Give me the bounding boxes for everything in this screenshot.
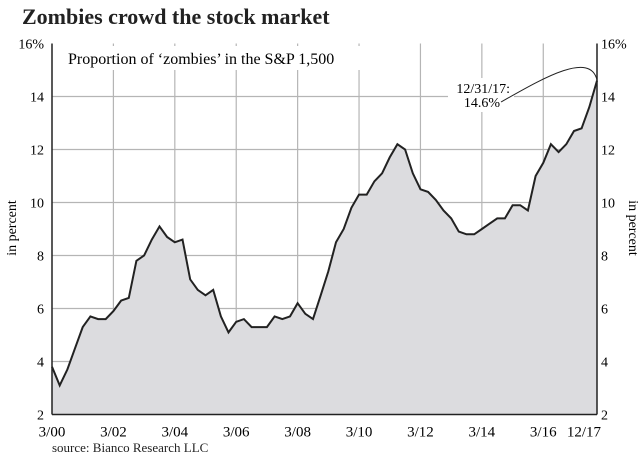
chart-subtitle: Proportion of ‘zombies’ in the S&P 1,500 <box>68 51 334 68</box>
y-tick-label-left: 8 <box>37 250 44 265</box>
y-tick-label-left: 14 <box>30 91 44 106</box>
y-tick-label-left: 4 <box>37 356 44 371</box>
y-tick-label-right: 2 <box>601 409 608 424</box>
y-tick-label-left: 6 <box>37 303 44 318</box>
x-tick-label: 3/06 <box>223 425 250 441</box>
y-tick-label-right: 8 <box>601 250 608 265</box>
x-tick-label: 3/08 <box>284 425 311 441</box>
annotation-leader <box>500 66 598 103</box>
x-tick-label: 3/10 <box>346 425 373 441</box>
y-tick-label-right: 14 <box>601 91 615 106</box>
y-tick-label-right: 10 <box>601 197 615 212</box>
source-note: source: Bianco Research LLC <box>52 440 209 455</box>
x-tick-label: 3/16 <box>530 425 557 441</box>
x-tick-label: 3/12 <box>407 425 434 441</box>
axes: 2 2 4 4 6 6 8 8 10 10 12 12 14 14 16% 16% 3/00 3/02 3/04 3/… <box>18 38 627 441</box>
x-tick-label: 3/14 <box>469 425 496 441</box>
y-tick-label-right: 4 <box>601 356 608 371</box>
y-tick-label-left: 2 <box>37 409 44 424</box>
x-tick-label: 12/17 <box>567 425 602 441</box>
subtitle-box <box>60 46 390 70</box>
y-tick-label-left: 16% <box>18 38 44 53</box>
y-tick-label-right: 12 <box>601 144 615 159</box>
y-tick-label-right: 6 <box>601 303 608 318</box>
annotation-bg <box>448 78 514 112</box>
annotation-value: 14.6% <box>464 96 501 111</box>
y-axis-label-left: in percent <box>5 200 20 256</box>
y-axis-label-right: in percent <box>625 200 640 256</box>
area-fill <box>52 80 597 415</box>
y-tick-label-left: 10 <box>30 197 44 212</box>
annotation-date: 12/31/17: <box>456 82 510 97</box>
x-tick-label: 3/02 <box>100 425 127 441</box>
series-line <box>51 80 598 388</box>
y-tick-label-left: 12 <box>30 144 44 159</box>
x-tick-label: 3/04 <box>161 425 188 441</box>
x-tick-label: 3/00 <box>39 425 66 441</box>
chart-title: Zombies crowd the stock market <box>22 4 330 29</box>
y-tick-label-right: 16% <box>601 38 627 53</box>
